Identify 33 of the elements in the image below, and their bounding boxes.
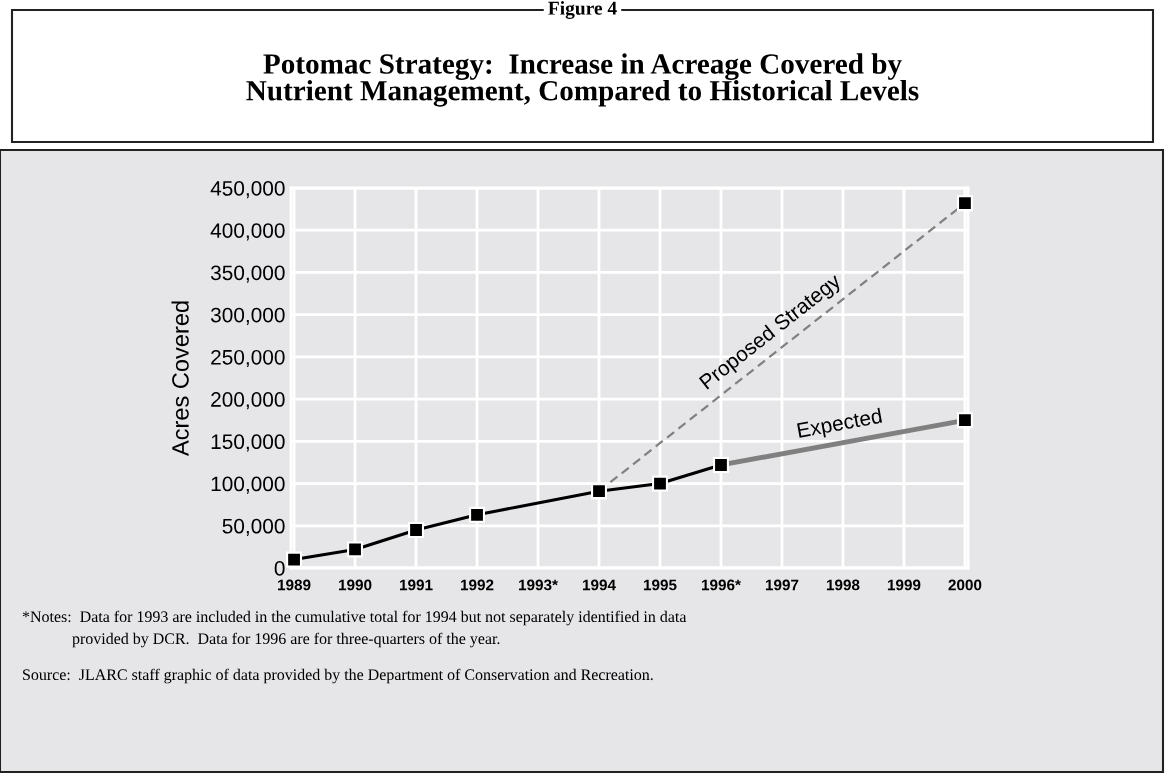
y-tick-label: 100,000 [211, 476, 285, 494]
y-tick-label: 200,000 [211, 392, 285, 410]
source-note: Source: JLARC staff graphic of data provided by the Department of Conservation and Recreation. [23, 668, 653, 684]
y-axis-title: Acres Covered [171, 301, 189, 457]
point [469, 506, 486, 523]
y-tick-label: 0 [274, 561, 285, 576]
x-tick-label: 1999 [887, 579, 921, 591]
text: *Notes: Data for 1993 are included in the cumulative total for 1994 but not separately identified in data provided by DCR. Data for 1996 are for three-quarters of the year. [22, 610, 687, 648]
point [286, 551, 303, 568]
y-tick-label: 450,000 [210, 181, 285, 199]
point [347, 541, 364, 558]
text: Expected [796, 407, 883, 442]
x-tick-label: 1990 [339, 579, 372, 591]
y-tick-label: 250,000 [211, 349, 285, 368]
point [652, 475, 668, 492]
x-tick-label: 1995 [643, 579, 677, 591]
x-tick-label: 1989 [278, 579, 311, 591]
x-tick-label: 1992 [460, 579, 494, 591]
y-tick-label: 50,000 [222, 518, 285, 536]
chart-title: Potomac Strategy: Increase in Acreage Covered by Nutrient Management, Compared to Historical Levels [246, 53, 919, 107]
y-tick-label: 400,000 [210, 223, 285, 241]
x-tick-label: 1991 [400, 579, 433, 591]
x-tick-label: 1996* [701, 579, 741, 591]
x-tick-label: 1998 [826, 579, 860, 591]
y-tick-label: 350,000 [210, 265, 285, 283]
x-tick-label: 2000 [948, 579, 982, 591]
x-tick-label: 1997 [765, 579, 799, 591]
x-tick-label: 1993* [519, 579, 558, 591]
x-tick-label: 1994 [582, 579, 616, 591]
y-tick-label: 150,000 [211, 434, 285, 452]
y-tick-label: 300,000 [210, 307, 285, 325]
point [408, 522, 425, 538]
caption: Figure 4 [548, 1, 617, 19]
